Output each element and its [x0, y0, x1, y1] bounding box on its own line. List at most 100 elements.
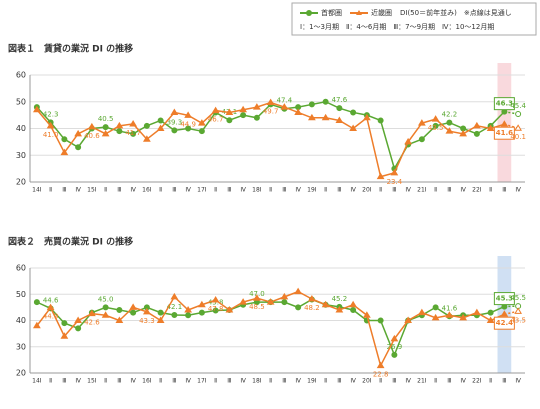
data-label: 43.3	[139, 317, 155, 325]
x-tick-label: Ⅲ	[117, 378, 121, 385]
data-label: 22.8	[373, 371, 389, 379]
point	[170, 108, 179, 115]
point	[60, 148, 69, 156]
data-label: 45.4	[510, 102, 526, 110]
x-tick-label: Ⅱ	[489, 378, 492, 385]
data-label: 47.6	[332, 96, 348, 104]
x-tick-label: Ⅳ	[460, 187, 466, 194]
data-label: 44.6	[43, 296, 59, 304]
point	[472, 308, 481, 316]
data-label: 48.5	[249, 303, 265, 311]
x-tick-label: Ⅳ	[75, 378, 81, 385]
point	[335, 116, 344, 123]
point	[226, 117, 233, 124]
point	[157, 117, 164, 124]
x-tick-label: Ⅱ	[159, 187, 162, 194]
data-label: 40.6	[84, 132, 100, 140]
data-label: 23.4	[387, 178, 403, 186]
point	[321, 113, 330, 121]
point	[32, 321, 41, 329]
point	[322, 98, 329, 105]
y-tick-label: 50	[16, 97, 26, 106]
y-tick-label: 60	[16, 71, 26, 80]
data-label: 48.2	[304, 304, 320, 312]
point	[46, 303, 55, 311]
point	[240, 112, 247, 119]
point	[459, 313, 468, 321]
point	[431, 115, 440, 122]
x-tick-label: Ⅲ	[447, 378, 451, 385]
point	[74, 129, 83, 137]
x-tick-label: Ⅳ	[295, 378, 301, 385]
point	[432, 304, 439, 311]
legend-swatch	[356, 10, 362, 15]
point	[115, 121, 124, 129]
x-tick-label: Ⅱ	[324, 378, 327, 385]
x-tick-label: 22Ⅰ	[472, 378, 482, 385]
x-tick-label: Ⅱ	[214, 187, 217, 194]
point	[472, 121, 481, 129]
point	[115, 316, 124, 323]
legend-swatch	[306, 10, 312, 16]
x-tick-label: Ⅳ	[515, 378, 521, 385]
point	[101, 311, 110, 318]
point	[446, 119, 453, 126]
label-box	[493, 97, 515, 111]
point	[280, 292, 289, 300]
y-tick-label: 30	[16, 151, 26, 160]
x-tick-label: Ⅲ	[62, 187, 66, 194]
point	[417, 308, 426, 316]
point	[102, 304, 109, 311]
point	[390, 334, 399, 342]
point	[116, 307, 123, 313]
point	[253, 114, 260, 121]
label-box	[493, 316, 515, 330]
y-tick-label: 40	[16, 124, 26, 133]
data-label: 44.9	[180, 120, 196, 128]
x-tick-label: Ⅳ	[515, 187, 521, 194]
y-tick-label: 50	[16, 290, 26, 299]
legend-box	[291, 2, 537, 36]
point	[225, 306, 234, 313]
x-tick-label: 19Ⅰ	[307, 378, 317, 385]
point	[362, 311, 371, 318]
x-tick-label: Ⅱ	[269, 187, 272, 194]
x-tick-label: Ⅳ	[460, 378, 466, 385]
x-tick-label: Ⅲ	[172, 378, 176, 385]
x-tick-label: Ⅲ	[337, 378, 341, 385]
point	[61, 320, 68, 327]
point	[212, 307, 219, 314]
point	[170, 292, 179, 300]
point	[514, 307, 523, 314]
data-label: 43.5	[428, 124, 444, 132]
x-tick-label: Ⅱ	[104, 378, 107, 385]
point	[197, 300, 206, 308]
x-tick-label: Ⅲ	[227, 187, 231, 194]
x-tick-label: Ⅱ	[214, 378, 217, 385]
x-tick-label: Ⅱ	[269, 378, 272, 385]
data-label: 41.6	[496, 129, 513, 137]
x-tick-label: 18Ⅰ	[252, 378, 262, 385]
point	[515, 111, 522, 118]
point	[197, 119, 206, 126]
point	[295, 304, 302, 311]
y-tick-label: 40	[16, 316, 26, 325]
legend-label: 近畿圏	[371, 8, 392, 17]
point	[281, 299, 288, 306]
x-tick-label: 14Ⅰ	[32, 187, 42, 194]
x-tick-label: Ⅱ	[159, 378, 162, 385]
point	[156, 124, 165, 131]
x-tick-label: Ⅳ	[295, 187, 301, 194]
point	[349, 124, 358, 131]
point	[185, 125, 192, 132]
x-tick-label: Ⅲ	[392, 187, 396, 194]
point	[171, 127, 178, 134]
point	[129, 303, 138, 310]
point	[500, 310, 509, 317]
legend-label: 首都圏	[321, 8, 342, 17]
data-label: 39.3	[167, 118, 183, 126]
point	[252, 103, 261, 110]
point	[266, 98, 275, 106]
data-label: 42.1	[167, 303, 183, 311]
x-tick-label: 14Ⅰ	[32, 378, 42, 385]
